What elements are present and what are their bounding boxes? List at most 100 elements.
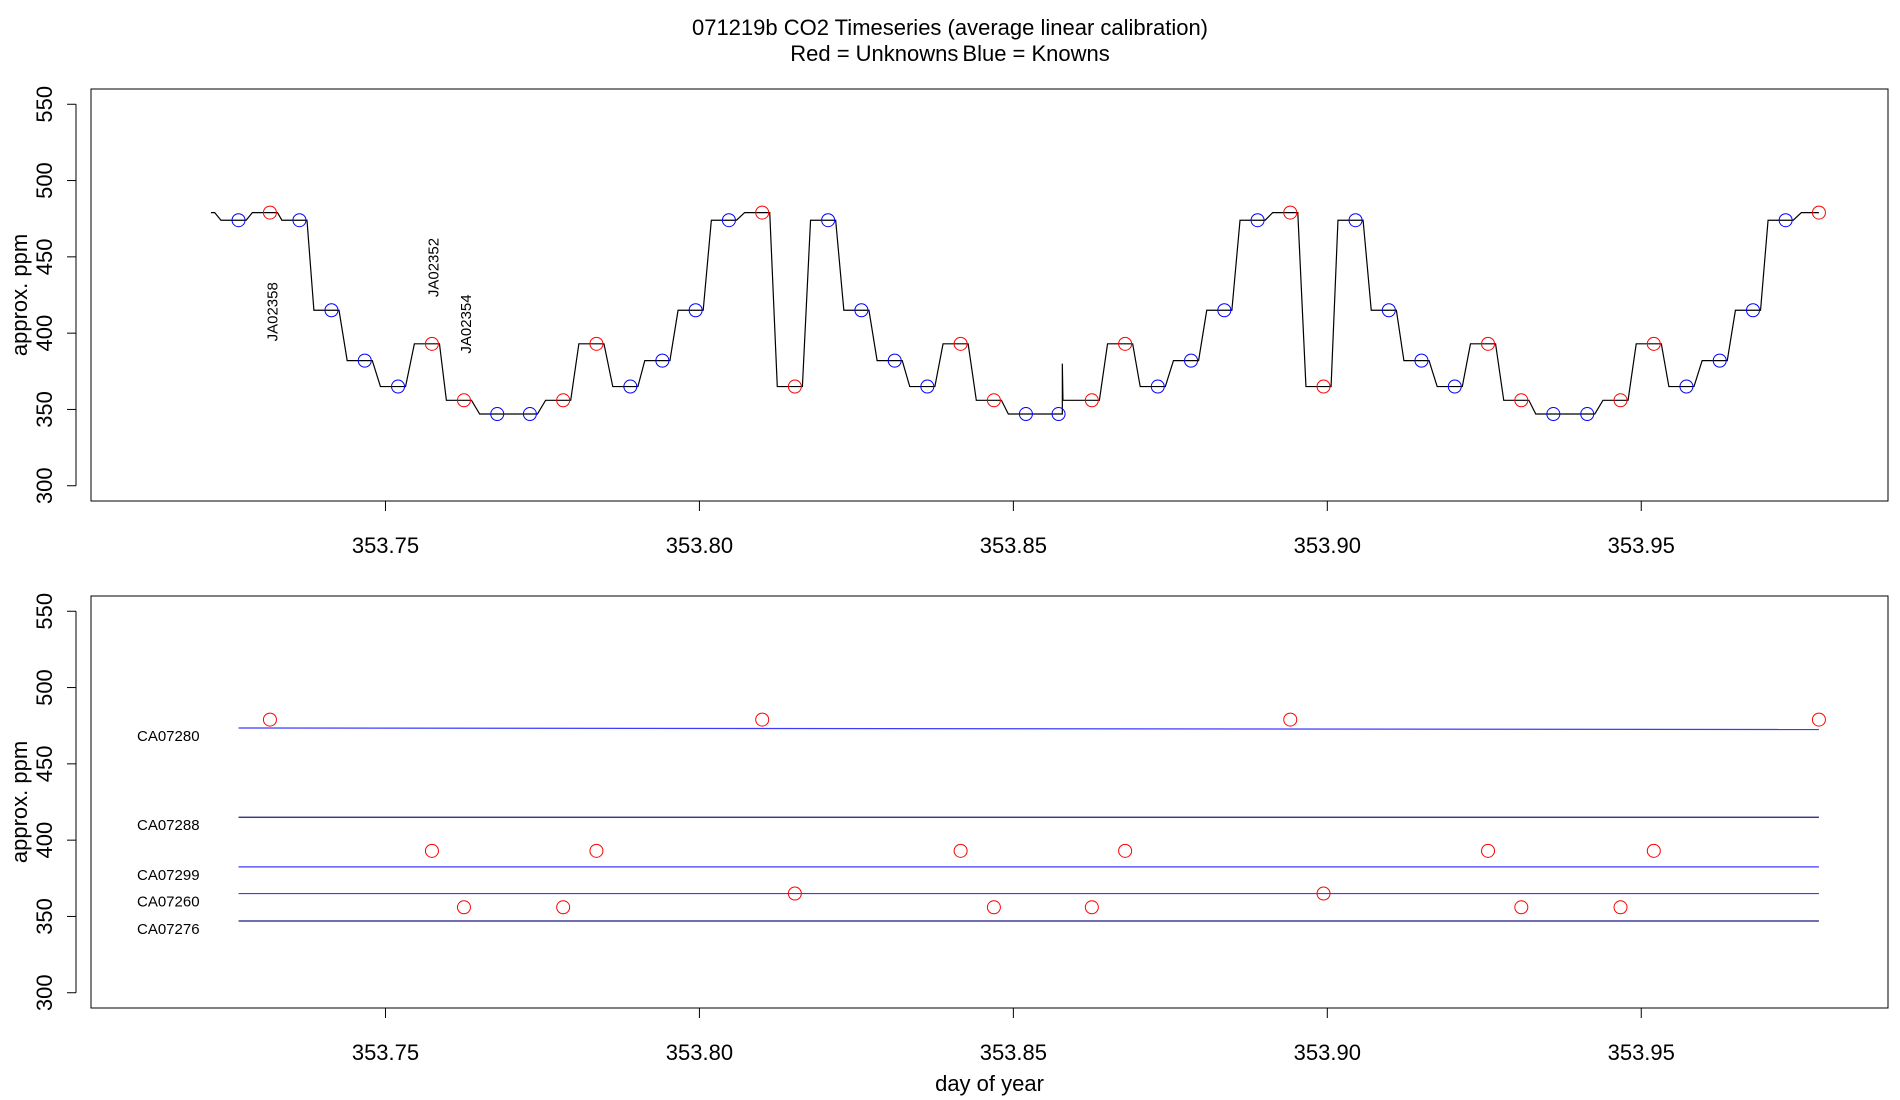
x-tick-label: 353.95 [1608,533,1675,558]
y-tick-label: 500 [32,162,57,199]
point [1481,336,1496,351]
point [1283,712,1298,727]
y-tick-label: 450 [32,745,57,782]
point [556,900,571,915]
point [292,213,307,228]
y-tick-label: 300 [32,467,57,504]
y-tick-label: 450 [32,238,57,275]
y-axis-label: approx. ppm [7,741,32,863]
y-tick-label: 550 [32,593,57,630]
point [1646,843,1661,858]
point [456,900,471,915]
point [655,353,670,368]
point [953,336,968,351]
point [1679,379,1694,394]
point [787,379,802,394]
point [821,213,836,228]
point [1580,407,1595,422]
point [986,900,1001,915]
point [1250,213,1265,228]
x-tick-label: 353.75 [352,533,419,558]
point [1084,900,1099,915]
point [1381,303,1396,318]
point [1712,353,1727,368]
subtitle: Blue = Knowns [962,41,1109,66]
point [589,336,604,351]
line-label: CA07299 [137,867,200,884]
point [1514,900,1529,915]
x-tick-label: 353.95 [1608,1040,1675,1065]
annotation: JA02354 [458,294,475,353]
point [953,843,968,858]
subtitle: Red = Unknowns [790,41,958,66]
point [1150,379,1165,394]
point [623,379,638,394]
point [1118,336,1133,351]
point [1018,407,1033,422]
point [1447,379,1462,394]
point [1811,205,1826,220]
plot-frame [90,595,1889,1009]
y-tick-label: 400 [32,822,57,859]
point [1414,353,1429,368]
point [1084,393,1099,408]
point [986,393,1001,408]
point [1514,393,1529,408]
point [1811,712,1826,727]
point [1778,213,1793,228]
point [262,712,277,727]
point [755,205,770,220]
point [1283,205,1298,220]
y-tick-label: 350 [32,391,57,428]
point [262,205,277,220]
point [1613,900,1628,915]
point [1348,213,1363,228]
point [456,393,471,408]
x-tick-label: 353.90 [1294,533,1361,558]
y-tick-label: 350 [32,898,57,935]
point [688,303,703,318]
y-tick-label: 400 [32,315,57,352]
annotation: JA02352 [425,238,442,297]
point [854,303,869,318]
x-tick-label: 353.80 [666,1040,733,1065]
point [391,379,406,394]
point [887,353,902,368]
x-tick-label: 353.85 [980,1040,1047,1065]
y-tick-label: 550 [32,86,57,123]
y-tick-label: 500 [32,669,57,706]
line-label: CA07276 [137,921,200,938]
point [424,843,439,858]
point [1316,379,1331,394]
point [721,213,736,228]
series-line [238,727,1819,731]
annotation: JA02358 [265,282,282,341]
x-tick-label: 353.85 [980,533,1047,558]
point [1646,336,1661,351]
y-tick-label: 300 [32,974,57,1011]
line-label: CA07288 [137,817,200,834]
point [755,712,770,727]
point [1118,843,1133,858]
point [1546,407,1561,422]
point [589,843,604,858]
point [424,336,439,351]
point [522,407,537,422]
point [357,353,372,368]
point [1184,353,1199,368]
y-axis-label: approx. ppm [7,234,32,356]
plot-frame [90,88,1889,502]
point [1481,843,1496,858]
point [490,407,505,422]
point [231,213,246,228]
point [556,393,571,408]
x-tick-label: 353.80 [666,533,733,558]
x-tick-label: 353.75 [352,1040,419,1065]
x-axis-label: day of year [935,1071,1044,1096]
point [1051,407,1066,422]
chart-title: 071219b CO2 Timeseries (average linear c… [692,15,1208,40]
point [324,303,339,318]
point [1613,393,1628,408]
